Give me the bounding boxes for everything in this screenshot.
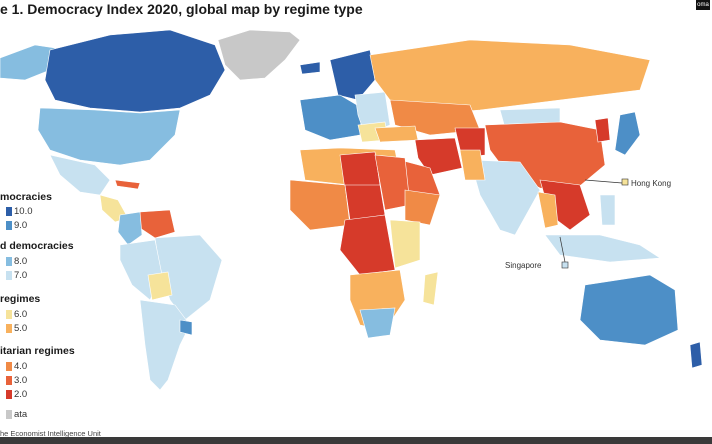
- central-africa-region: [339, 214, 396, 276]
- hongkong-leader-line: [584, 179, 623, 184]
- western-europe-region: [299, 94, 363, 141]
- horn-africa-region: [404, 189, 441, 226]
- legend-item: 3.0: [6, 375, 27, 386]
- iceland-region: [299, 61, 321, 75]
- indonesia-region: [544, 234, 661, 263]
- legend-item: 4.0: [6, 361, 27, 372]
- japan-region: [614, 111, 641, 156]
- legend-swatch: [6, 389, 12, 399]
- venezuela-region: [139, 209, 176, 239]
- canada-region: [44, 29, 226, 113]
- newzealand-region: [689, 341, 703, 369]
- hongkong-marker: [621, 178, 629, 186]
- legend-group-authoritarian-regimes: itarian regimes: [0, 345, 75, 357]
- legend-swatch: [6, 323, 12, 333]
- singapore-marker: [561, 261, 569, 269]
- legend-group-hybrid-regimes: regimes: [0, 293, 41, 305]
- singapore-label: Singapore: [505, 261, 542, 270]
- source-note: he Economist Intelligence Unit: [0, 429, 101, 438]
- colombia-region: [117, 211, 143, 246]
- south-africa-region: [359, 307, 396, 339]
- sahel-region: [344, 184, 386, 221]
- legend-swatch: [6, 375, 12, 385]
- libya-region: [339, 151, 381, 191]
- east-africa-region: [389, 219, 421, 269]
- legend-group-full-democracies: mocracies: [0, 191, 52, 203]
- legend-group-flawed-democracies: d democracies: [0, 240, 74, 252]
- legend-swatch: [6, 220, 12, 230]
- philippines-region: [599, 194, 616, 226]
- west-africa-region: [289, 179, 351, 231]
- legend-item: 9.0: [6, 220, 27, 231]
- legend-swatch: [6, 256, 12, 266]
- legend-item: 5.0: [6, 323, 27, 334]
- legend-item: 8.0: [6, 256, 27, 267]
- legend-swatch: [6, 206, 12, 216]
- usa-region: [37, 107, 181, 166]
- uruguay-region: [179, 319, 193, 336]
- greenland-region: [217, 29, 301, 81]
- map-title: e 1. Democracy Index 2020, global map by…: [0, 1, 363, 17]
- legend-swatch: [6, 361, 12, 371]
- bottom-bar: [0, 437, 712, 444]
- legend-swatch: [6, 409, 12, 419]
- legend-swatch: [6, 270, 12, 280]
- argentina-chile-region: [139, 299, 191, 391]
- thailand-region: [537, 191, 559, 229]
- legend-item-nodata: ata: [6, 409, 27, 420]
- bolivia-region: [147, 271, 173, 301]
- russia-region: [369, 39, 651, 116]
- scandinavia-region: [329, 49, 376, 101]
- australia-region: [579, 274, 679, 346]
- legend-item: 10.0: [6, 206, 33, 217]
- cuba-region: [114, 179, 141, 190]
- india-region: [469, 159, 541, 236]
- singapore-leader-line: [559, 236, 566, 263]
- legend-item: 6.0: [6, 309, 27, 320]
- korea-region: [594, 117, 611, 143]
- corner-badge: oma: [696, 0, 710, 10]
- turkey-region: [374, 125, 419, 143]
- legend-swatch: [6, 309, 12, 319]
- iran-region: [414, 137, 463, 176]
- hongkong-label: Hong Kong: [631, 179, 672, 188]
- madagascar-region: [422, 271, 439, 306]
- pakistan-region: [459, 149, 486, 181]
- legend-item: 2.0: [6, 389, 27, 400]
- legend-item: 7.0: [6, 270, 27, 281]
